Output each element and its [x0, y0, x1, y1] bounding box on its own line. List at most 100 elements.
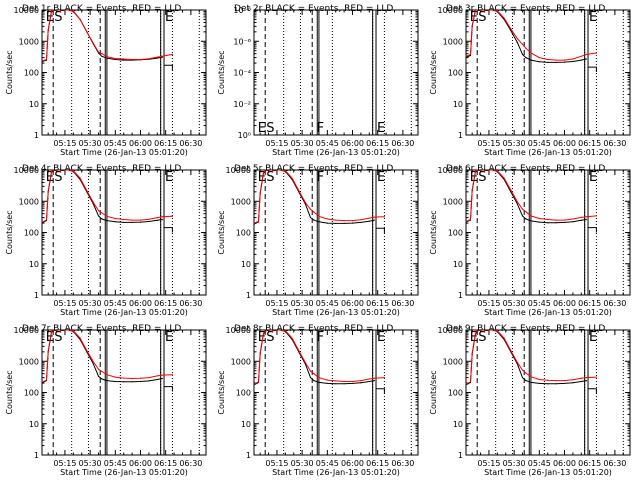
y-axis-label: Counts/sec — [429, 50, 438, 94]
lld-point — [123, 218, 125, 221]
x-axis-label: Start Time (26-Jan-13 05:01:20) — [484, 308, 612, 317]
lld-point — [343, 380, 345, 383]
events-tail-segment — [376, 388, 385, 394]
events-point — [42, 61, 43, 63]
lld-point — [101, 212, 103, 214]
detector-panel: Det 6r BLACK = Events, RED = LLD 1 10 100 10… — [429, 164, 631, 317]
events-point — [510, 29, 512, 32]
plot-frame — [253, 169, 419, 296]
lld-point — [471, 352, 473, 354]
y-tick-label: 100 — [24, 389, 39, 398]
events-point — [335, 222, 337, 225]
lld-point — [530, 52, 532, 54]
x-tick-label: 06:30 — [391, 299, 414, 308]
x-tick-label: 05:30 — [291, 299, 314, 308]
panel-title: Det 2r BLACK = Events, RED = LLD — [234, 4, 393, 14]
series-group — [466, 170, 598, 233]
events-point — [101, 378, 103, 380]
x-tick-label: 06:15 — [154, 459, 177, 468]
x-axis-label: Start Time (26-Jan-13 05:01:20) — [60, 308, 188, 317]
lld-point — [304, 362, 307, 364]
lld-point — [284, 330, 286, 332]
events-point — [360, 382, 362, 384]
lld-point — [466, 221, 467, 223]
lld-point — [466, 56, 467, 57]
events-point — [530, 220, 532, 222]
lld-point — [161, 374, 163, 376]
lld-point — [72, 330, 74, 332]
lld-point — [483, 330, 485, 331]
y-tick-label: 1 — [34, 291, 39, 300]
lld-point — [555, 219, 557, 221]
lld-point — [101, 53, 103, 55]
lld-point — [474, 170, 477, 172]
period-marker-label: S — [54, 170, 62, 185]
lld-point — [42, 382, 43, 383]
lld-point — [279, 170, 281, 171]
events-tail-segment — [588, 388, 597, 394]
events-tail-segment — [588, 66, 597, 72]
lld-point — [491, 10, 493, 11]
lld-point — [274, 330, 276, 331]
y-tick-label: 10000 — [438, 166, 463, 175]
lld-point — [274, 170, 276, 171]
events-point — [563, 61, 566, 63]
lld-point — [59, 170, 61, 171]
lld-point — [86, 31, 88, 33]
lld-point — [585, 376, 587, 379]
series-group — [254, 170, 386, 233]
detector-panel: Det 4r BLACK = Events, RED = LLD 1 10 100 10… — [5, 164, 207, 317]
events-point — [97, 375, 100, 377]
x-tick-label: 06:15 — [366, 459, 389, 468]
events-point — [106, 57, 108, 59]
lld-point — [131, 219, 133, 221]
events-point — [547, 61, 549, 64]
y-tick-label: 10 — [453, 260, 463, 269]
y-tick-label: 10 — [453, 420, 463, 429]
x-tick-label: 05:45 — [316, 299, 339, 308]
lld-point — [123, 377, 125, 379]
events-point — [510, 191, 512, 193]
plot-frame — [465, 329, 631, 456]
x-tick-label: 05:15 — [265, 459, 288, 468]
lld-point — [595, 376, 598, 378]
lld-point — [148, 376, 150, 379]
detector-panel: Det 3r BLACK = Events, RED = LLD 1 10 100 10… — [429, 4, 631, 157]
events-point — [585, 218, 587, 221]
y-tick-label: 10000 — [14, 166, 39, 175]
events-point — [156, 57, 158, 59]
events-point — [469, 54, 472, 57]
x-tick-label: 05:30 — [291, 459, 314, 468]
events-point — [373, 380, 375, 382]
lld-point — [313, 211, 315, 213]
events-point — [123, 59, 125, 61]
x-tick-label: 06:00 — [129, 459, 152, 468]
events-point — [114, 221, 116, 223]
lld-point — [318, 215, 320, 217]
period-marker-label: E — [258, 121, 266, 136]
series-group — [42, 10, 174, 71]
lld-point — [572, 379, 574, 381]
lld-point — [326, 218, 328, 220]
lld-point — [538, 378, 540, 381]
detector-panel: Det 8r BLACK = Events, RED = LLD 1 10 100 10… — [217, 324, 419, 477]
y-axis-label: Counts/sec — [5, 210, 14, 254]
x-tick-label: 05:15 — [53, 299, 76, 308]
events-point — [101, 218, 103, 220]
period-marker-label: E — [46, 170, 54, 185]
x-tick-label: 05:30 — [79, 139, 102, 148]
y-axis-label: Counts/sec — [5, 50, 14, 94]
y-tick-label: 100 — [24, 229, 39, 238]
y-tick-label: 1 — [458, 451, 463, 460]
lld-point — [156, 56, 158, 58]
period-marker-label: S — [54, 330, 62, 345]
lld-point — [351, 380, 354, 383]
period-marker-label: E — [589, 10, 597, 25]
lld-point — [50, 170, 53, 173]
y-tick-label: 10000 — [14, 6, 39, 15]
x-tick-label: 05:30 — [503, 139, 526, 148]
lld-point — [474, 10, 477, 11]
events-point — [521, 53, 524, 55]
lld-point — [54, 170, 56, 171]
